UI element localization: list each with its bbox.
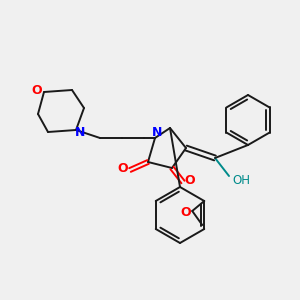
Text: N: N (75, 127, 85, 140)
Text: O: O (118, 161, 128, 175)
Text: N: N (152, 127, 162, 140)
Text: O: O (180, 206, 190, 220)
Text: OH: OH (232, 173, 250, 187)
Text: O: O (32, 85, 42, 98)
Text: O: O (185, 173, 195, 187)
